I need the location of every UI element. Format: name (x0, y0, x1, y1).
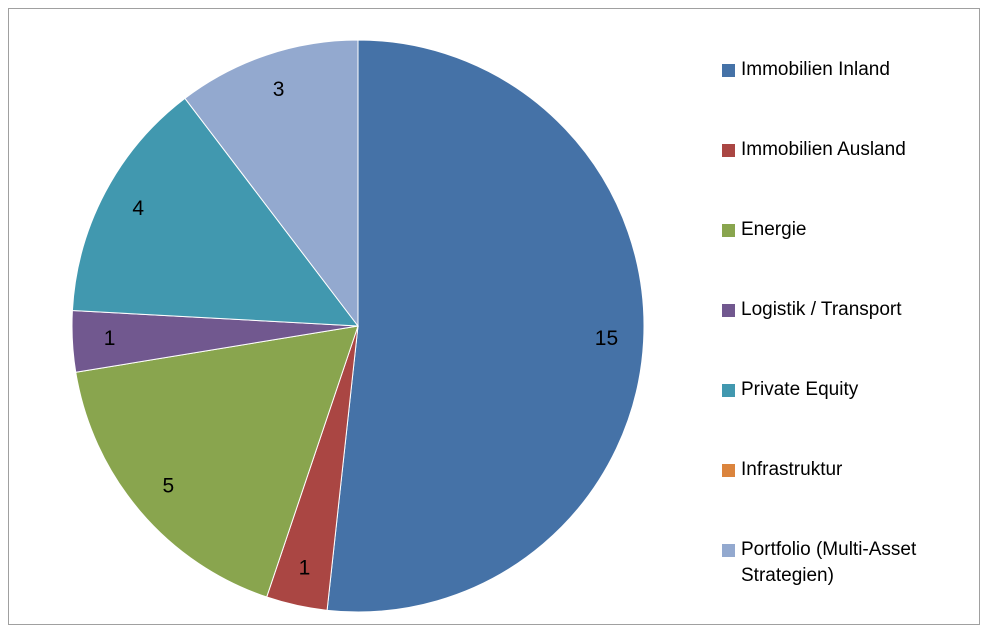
legend-item: Infrastruktur (722, 457, 972, 483)
legend-swatch (722, 384, 735, 397)
pie-slice (326, 39, 645, 613)
legend-item: Logistik / Transport (722, 297, 972, 323)
legend-swatch (722, 544, 735, 557)
legend-item: Portfolio (Multi-Asset Strategien) (722, 537, 972, 589)
legend-swatch (722, 144, 735, 157)
legend-swatch (722, 224, 735, 237)
legend-label: Logistik / Transport (741, 299, 902, 320)
legend-swatch (722, 464, 735, 477)
legend-swatch (722, 64, 735, 77)
data-label: 15 (595, 327, 618, 350)
data-label: 1 (299, 557, 311, 580)
legend-label: Private Equity (741, 379, 859, 400)
legend-item: Private Equity (722, 377, 972, 403)
data-label: 1 (104, 327, 116, 350)
data-label: 5 (163, 475, 175, 498)
legend-label: Infrastruktur (741, 459, 843, 480)
legend-label: Energie (741, 219, 807, 240)
legend-swatch (722, 304, 735, 317)
legend-item: Energie (722, 217, 972, 243)
legend-item: Immobilien Inland (722, 57, 972, 83)
legend-label: Immobilien Inland (741, 59, 890, 80)
legend-item: Immobilien Ausland (722, 137, 972, 163)
data-label: 3 (273, 78, 285, 101)
chart-frame (8, 8, 980, 625)
pie-slice (184, 39, 359, 328)
pie-slice (75, 325, 359, 598)
pie-slice (71, 97, 360, 327)
legend-label: Immobilien Ausland (741, 139, 906, 160)
legend-label: Portfolio (Multi-Asset Strategien) (741, 539, 917, 586)
data-label: 4 (132, 197, 144, 220)
